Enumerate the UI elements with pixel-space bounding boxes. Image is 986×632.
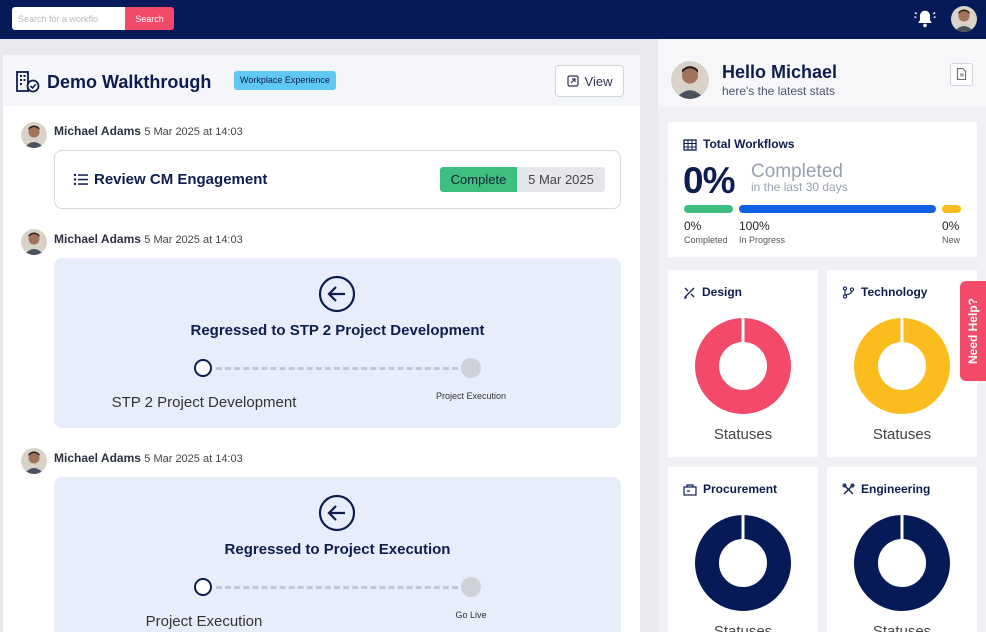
current-stage-marker xyxy=(194,359,212,377)
dashboard-panel: Hello Michael here's the latest stats To… xyxy=(658,39,986,632)
total-workflows-title: Total Workflows xyxy=(683,137,795,151)
category-title: Technology xyxy=(842,285,927,299)
donut-caption: Statuses xyxy=(872,426,932,443)
regression-title: Regressed to STP 2 Project Development xyxy=(190,322,485,339)
git-branch-icon xyxy=(842,286,855,299)
greeting-header: Hello Michael here's the latest stats xyxy=(658,39,986,107)
category-name: Technology xyxy=(861,285,928,299)
entry-author: Michael Adams 5 Mar 2025 at 14:03 xyxy=(54,451,243,465)
technology-card[interactable]: Technology Statuses xyxy=(827,270,977,457)
design-card[interactable]: Design Statuses xyxy=(668,270,818,457)
completed-value: 0% xyxy=(684,219,702,233)
procurement-card[interactable]: Procurement Statuses xyxy=(668,467,818,632)
category-title: Engineering xyxy=(842,482,930,496)
regression-card: Regressed to Project Execution Project E… xyxy=(54,477,621,632)
regression-title: Regressed to Project Execution xyxy=(224,541,451,558)
entry-timestamp: 5 Mar 2025 at 14:03 xyxy=(144,126,243,138)
new-caption: New xyxy=(942,235,961,245)
export-report-button[interactable] xyxy=(950,63,973,86)
walkthrough-panel: Demo Walkthrough Workplace Experience Vi… xyxy=(3,55,640,632)
procurement-status-donut xyxy=(695,515,791,611)
new-bar xyxy=(942,205,961,213)
previous-stage-label: Go Live xyxy=(455,610,487,620)
completed-percent: 0% xyxy=(683,160,735,201)
completed-caption: Completed xyxy=(684,235,728,245)
bell-icon[interactable] xyxy=(914,8,936,30)
category-title: Procurement xyxy=(683,482,777,496)
walkthrough-header: Demo Walkthrough Workplace Experience Vi… xyxy=(3,55,640,106)
previous-stage-marker xyxy=(461,358,481,378)
author-name: Michael Adams xyxy=(54,124,141,138)
view-button[interactable]: View xyxy=(555,65,624,97)
search-input[interactable] xyxy=(12,7,125,30)
category-badge: Workplace Experience xyxy=(234,71,336,90)
list-icon xyxy=(73,173,88,186)
current-stage-label: Project Execution xyxy=(145,613,263,630)
search-button[interactable]: Search xyxy=(125,7,174,30)
in-progress-bar xyxy=(739,205,936,213)
table-icon xyxy=(683,139,697,151)
user-avatar[interactable] xyxy=(951,6,977,32)
previous-stage-marker xyxy=(461,577,481,597)
arrow-left-circle-icon xyxy=(318,275,356,313)
entry-timestamp: 5 Mar 2025 at 14:03 xyxy=(144,453,243,465)
category-name: Design xyxy=(702,285,743,299)
avatar xyxy=(21,448,47,474)
engineering-tools-icon xyxy=(842,483,855,495)
period-label: in the last 30 days xyxy=(751,180,848,194)
entry-author: Michael Adams 5 Mar 2025 at 14:03 xyxy=(54,232,243,246)
status-date: 5 Mar 2025 xyxy=(517,167,605,192)
external-link-icon xyxy=(566,75,579,87)
greeting-subtitle: here's the latest stats xyxy=(722,84,836,98)
report-icon xyxy=(956,68,967,80)
need-help-tab[interactable]: Need Help? xyxy=(960,281,986,381)
donut-caption: Statuses xyxy=(713,426,773,443)
total-workflows-label: Total Workflows xyxy=(703,137,795,151)
total-workflows-card: Total Workflows 0% Completed in the last… xyxy=(668,122,977,257)
entry-timestamp: 5 Mar 2025 at 14:03 xyxy=(144,234,243,246)
category-name: Engineering xyxy=(861,482,931,496)
technology-status-donut xyxy=(854,318,950,414)
task-title: Review CM Engagement xyxy=(94,171,268,188)
view-button-label: View xyxy=(584,74,613,90)
donut-caption: Statuses xyxy=(713,623,773,632)
stage-connector xyxy=(216,367,458,370)
stage-connector xyxy=(216,586,458,589)
design-tools-icon xyxy=(684,287,695,299)
previous-stage-label: Project Execution xyxy=(435,391,507,401)
donut-caption: Statuses xyxy=(872,623,932,632)
engineering-status-donut xyxy=(854,515,950,611)
procurement-icon xyxy=(683,484,697,496)
workflow-building-icon xyxy=(16,71,40,93)
current-stage-label: STP 2 Project Development xyxy=(111,394,297,411)
design-status-donut xyxy=(695,318,791,414)
need-help-label: Need Help? xyxy=(966,297,980,365)
category-title: Design xyxy=(683,285,742,299)
arrow-left-circle-icon xyxy=(318,494,356,532)
avatar xyxy=(21,122,47,148)
entry-author: Michael Adams 5 Mar 2025 at 14:03 xyxy=(54,124,243,138)
top-navigation-bar: Search xyxy=(0,0,986,39)
current-stage-marker xyxy=(194,578,212,596)
new-value: 0% xyxy=(942,219,960,233)
regression-card: Regressed to STP 2 Project Development S… xyxy=(54,258,621,428)
completed-label: Completed xyxy=(751,161,843,182)
completed-bar xyxy=(684,205,733,213)
page-title: Demo Walkthrough xyxy=(47,72,212,92)
avatar xyxy=(671,61,709,99)
in-progress-value: 100% xyxy=(739,219,770,233)
greeting-title: Hello Michael xyxy=(722,62,838,82)
task-card[interactable]: Review CM Engagement Complete 5 Mar 2025 xyxy=(54,150,621,209)
category-name: Procurement xyxy=(703,482,778,496)
in-progress-caption: In Progress xyxy=(739,235,786,245)
avatar xyxy=(21,229,47,255)
author-name: Michael Adams xyxy=(54,451,141,465)
engineering-card[interactable]: Engineering Statuses xyxy=(827,467,977,632)
author-name: Michael Adams xyxy=(54,232,141,246)
status-badge: Complete xyxy=(440,167,517,192)
